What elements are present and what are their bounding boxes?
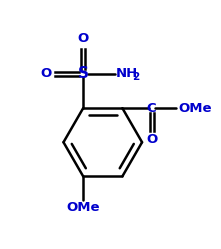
- Text: OMe: OMe: [66, 201, 100, 214]
- Text: O: O: [78, 32, 89, 45]
- Text: O: O: [40, 67, 51, 80]
- Text: C: C: [147, 102, 156, 115]
- Text: OMe: OMe: [178, 102, 212, 115]
- Text: NH: NH: [116, 67, 138, 80]
- Text: O: O: [146, 133, 157, 146]
- Text: 2: 2: [132, 72, 139, 82]
- Text: S: S: [78, 66, 89, 81]
